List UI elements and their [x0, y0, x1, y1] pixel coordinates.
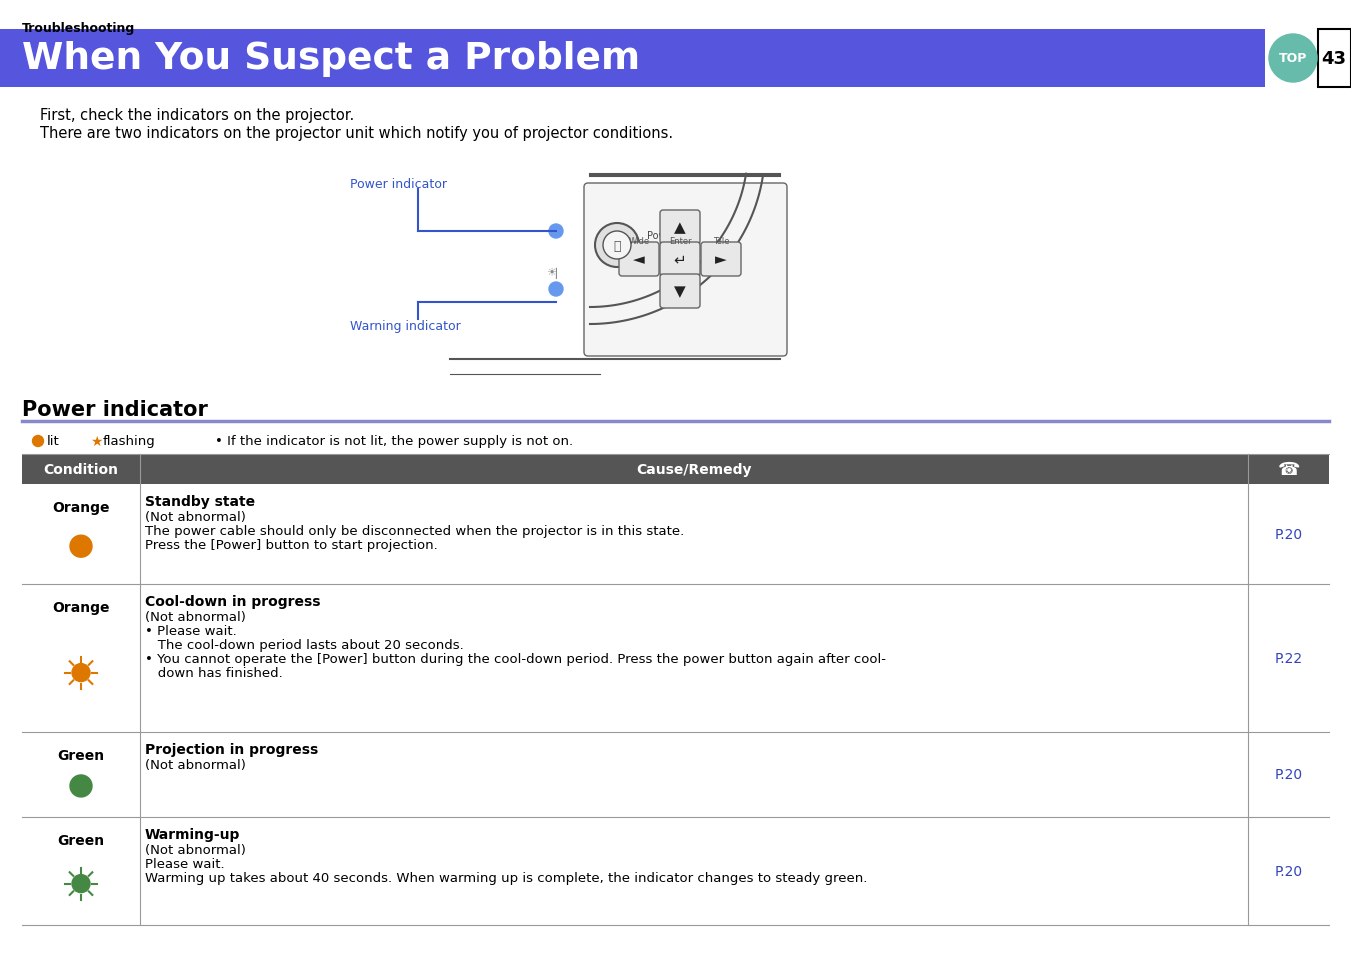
Circle shape [72, 875, 91, 893]
Text: P.20: P.20 [1274, 768, 1302, 781]
Text: Green: Green [58, 748, 104, 762]
Text: Projection in progress: Projection in progress [145, 742, 319, 757]
Text: The cool-down period lasts about 20 seconds.: The cool-down period lasts about 20 seco… [145, 639, 463, 651]
Bar [22, 584, 1329, 732]
Circle shape [603, 232, 631, 260]
Text: When You Suspect a Problem: When You Suspect a Problem [22, 41, 640, 77]
Text: ▼: ▼ [674, 284, 686, 299]
Text: The power cable should only be disconnected when the projector is in this state.: The power cable should only be disconnec… [145, 524, 684, 537]
Text: Tele: Tele [713, 236, 730, 246]
Text: Warning indicator: Warning indicator [350, 319, 461, 333]
Text: Condition: Condition [43, 462, 119, 476]
Circle shape [549, 283, 563, 296]
Text: (Not abnormal): (Not abnormal) [145, 759, 246, 771]
FancyBboxPatch shape [661, 243, 700, 276]
Circle shape [32, 436, 43, 447]
Bar [0, 30, 1265, 88]
Text: lit: lit [47, 435, 59, 448]
Text: ↵: ↵ [674, 253, 686, 267]
Circle shape [70, 775, 92, 797]
Text: P.20: P.20 [1274, 527, 1302, 541]
Circle shape [72, 664, 91, 682]
Text: Orange: Orange [53, 600, 109, 615]
Text: ◄: ◄ [634, 253, 644, 267]
Text: ☀▏: ☀▏ [546, 267, 565, 278]
Bar [22, 455, 1329, 484]
Text: (Not abnormal): (Not abnormal) [145, 843, 246, 856]
FancyBboxPatch shape [661, 274, 700, 309]
Text: • If the indicator is not lit, the power supply is not on.: • If the indicator is not lit, the power… [215, 435, 573, 448]
Text: ☎: ☎ [1277, 460, 1300, 478]
Text: Cool-down in progress: Cool-down in progress [145, 595, 320, 608]
Text: First, check the indicators on the projector.: First, check the indicators on the proje… [41, 108, 354, 123]
Text: Cause/Remedy: Cause/Remedy [636, 462, 751, 476]
Text: ►: ► [715, 253, 727, 267]
Bar [22, 484, 1329, 584]
Circle shape [70, 536, 92, 558]
Text: 43: 43 [1321, 50, 1347, 68]
Text: • You cannot operate the [Power] button during the cool-down period. Press the p: • You cannot operate the [Power] button … [145, 652, 886, 665]
Text: Power: Power [647, 231, 677, 241]
Circle shape [549, 225, 563, 239]
Text: (Not abnormal): (Not abnormal) [145, 511, 246, 523]
Text: There are two indicators on the projector unit which notify you of projector con: There are two indicators on the projecto… [41, 126, 673, 141]
Text: ⏻: ⏻ [613, 239, 620, 253]
Text: Green: Green [58, 833, 104, 847]
Text: Wide: Wide [628, 236, 650, 246]
Text: Orange: Orange [53, 500, 109, 515]
Text: Standby state: Standby state [145, 495, 255, 509]
Text: P.22: P.22 [1274, 651, 1302, 665]
Text: ▲: ▲ [674, 220, 686, 235]
Circle shape [1269, 35, 1317, 83]
Text: TOP: TOP [1279, 52, 1308, 66]
Bar [1319, 30, 1351, 88]
FancyBboxPatch shape [619, 243, 659, 276]
Text: Press the [Power] button to start projection.: Press the [Power] button to start projec… [145, 538, 438, 552]
FancyBboxPatch shape [701, 243, 740, 276]
Text: Power indicator: Power indicator [350, 178, 447, 191]
Text: down has finished.: down has finished. [145, 666, 282, 679]
FancyBboxPatch shape [661, 211, 700, 245]
FancyBboxPatch shape [584, 184, 788, 356]
Text: Power indicator: Power indicator [22, 399, 208, 419]
Text: flashing: flashing [103, 435, 155, 448]
Text: Warming up takes about 40 seconds. When warming up is complete, the indicator ch: Warming up takes about 40 seconds. When … [145, 871, 867, 884]
Text: • Please wait.: • Please wait. [145, 624, 236, 638]
Text: Troubleshooting: Troubleshooting [22, 22, 135, 35]
Circle shape [594, 224, 639, 268]
Text: ★: ★ [91, 435, 103, 449]
Bar [22, 732, 1329, 817]
Text: (Not abnormal): (Not abnormal) [145, 610, 246, 623]
Text: Warming-up: Warming-up [145, 827, 240, 841]
Text: Please wait.: Please wait. [145, 857, 224, 870]
Bar [22, 817, 1329, 925]
Text: P.20: P.20 [1274, 864, 1302, 878]
Text: Enter: Enter [669, 236, 692, 246]
